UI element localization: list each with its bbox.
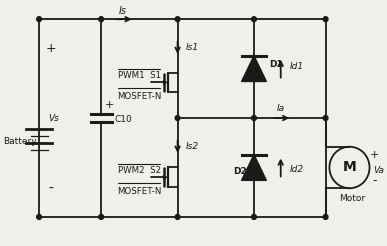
Circle shape xyxy=(175,215,180,219)
Text: Va: Va xyxy=(373,166,384,175)
Circle shape xyxy=(252,17,256,22)
Circle shape xyxy=(252,215,256,219)
Circle shape xyxy=(99,17,104,22)
Text: Vs: Vs xyxy=(49,114,60,123)
Circle shape xyxy=(323,116,328,121)
Text: Is: Is xyxy=(119,6,127,16)
Text: MOSFET-N: MOSFET-N xyxy=(117,187,161,196)
Text: Is1: Is1 xyxy=(186,43,199,52)
Polygon shape xyxy=(241,56,266,81)
Text: D1: D1 xyxy=(269,60,283,69)
Text: Ia: Ia xyxy=(277,104,285,113)
Text: PWM2  S2: PWM2 S2 xyxy=(118,166,161,175)
Circle shape xyxy=(99,215,104,219)
Circle shape xyxy=(252,116,256,121)
Text: Id1: Id1 xyxy=(289,62,303,71)
Text: +: + xyxy=(370,150,379,160)
Circle shape xyxy=(175,116,180,121)
Text: D2: D2 xyxy=(233,167,247,176)
Text: Motor: Motor xyxy=(339,194,365,203)
Circle shape xyxy=(175,17,180,22)
Text: Id2: Id2 xyxy=(289,165,303,174)
Circle shape xyxy=(323,215,328,219)
Circle shape xyxy=(37,17,41,22)
Text: Is2: Is2 xyxy=(186,142,199,151)
Text: -: - xyxy=(48,182,53,196)
Text: -: - xyxy=(372,174,377,187)
Circle shape xyxy=(323,17,328,22)
Text: +: + xyxy=(45,42,56,55)
Text: +: + xyxy=(105,100,115,110)
Text: MOSFET-N: MOSFET-N xyxy=(117,92,161,101)
Polygon shape xyxy=(241,155,266,180)
Text: M: M xyxy=(342,160,356,174)
Circle shape xyxy=(37,215,41,219)
Text: PWM1  S1: PWM1 S1 xyxy=(118,71,161,80)
Text: C10: C10 xyxy=(115,115,132,123)
Text: Battery: Battery xyxy=(3,137,37,146)
